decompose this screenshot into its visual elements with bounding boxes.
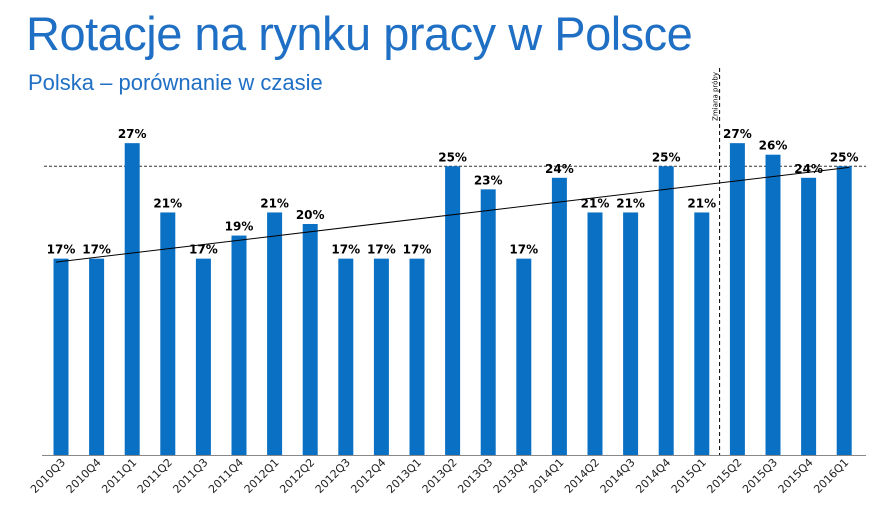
bar-2016Q1 bbox=[836, 166, 852, 455]
trendline bbox=[55, 166, 850, 263]
data-label-2013Q4: 17% bbox=[509, 243, 538, 257]
bar-2013Q1 bbox=[409, 258, 425, 455]
chart-title: Rotacje na rynku pracy w Polsce bbox=[26, 7, 693, 60]
data-label-2010Q4: 17% bbox=[82, 243, 111, 257]
x-tick-label-2012Q3: 2012Q3 bbox=[313, 456, 353, 496]
x-tick-label-2013Q1: 2013Q1 bbox=[384, 456, 424, 496]
x-tick-label-2015Q4: 2015Q4 bbox=[776, 456, 816, 496]
data-label-2012Q1: 21% bbox=[260, 196, 289, 210]
sample-change-annotation: Zmiana próby bbox=[712, 72, 720, 121]
data-label-2011Q1: 27% bbox=[118, 127, 147, 141]
bar-2013Q4 bbox=[516, 258, 532, 455]
data-label-2014Q4: 25% bbox=[652, 150, 681, 164]
x-tick-labels-group: 2010Q32010Q42011Q12011Q22011Q32011Q42012… bbox=[28, 456, 851, 496]
data-label-2011Q4: 19% bbox=[225, 220, 254, 234]
bar-2011Q2 bbox=[160, 212, 176, 455]
x-tick-label-2013Q3: 2013Q3 bbox=[455, 456, 495, 496]
x-tick-label-2011Q1: 2011Q1 bbox=[99, 456, 139, 496]
data-label-2013Q2: 25% bbox=[438, 150, 467, 164]
data-label-2013Q3: 23% bbox=[474, 173, 503, 187]
bar-2011Q1 bbox=[124, 143, 140, 455]
data-label-2015Q1: 21% bbox=[687, 196, 716, 210]
data-label-2011Q2: 21% bbox=[153, 196, 182, 210]
data-label-2013Q1: 17% bbox=[403, 243, 432, 257]
x-tick-label-2015Q2: 2015Q2 bbox=[704, 456, 744, 496]
chart-subtitle: Polska – porównanie w czasie bbox=[28, 70, 323, 95]
bar-2011Q4 bbox=[231, 235, 247, 455]
bar-2012Q1 bbox=[267, 212, 283, 455]
x-tick-label-2013Q2: 2013Q2 bbox=[420, 456, 460, 496]
x-tick-label-2015Q3: 2015Q3 bbox=[740, 456, 780, 496]
bar-2012Q4 bbox=[373, 258, 389, 455]
bar-2015Q4 bbox=[801, 177, 817, 456]
bar-2014Q2 bbox=[587, 212, 603, 455]
x-tick-label-2011Q2: 2011Q2 bbox=[135, 456, 175, 496]
data-label-2014Q3: 21% bbox=[616, 196, 645, 210]
bar-2015Q3 bbox=[765, 154, 781, 455]
x-tick-label-2010Q3: 2010Q3 bbox=[28, 456, 68, 496]
bar-2014Q4 bbox=[658, 166, 674, 455]
data-label-2010Q3: 17% bbox=[47, 243, 76, 257]
bar-2015Q2 bbox=[729, 143, 745, 455]
bar-2011Q3 bbox=[195, 258, 211, 455]
x-tick-label-2014Q2: 2014Q2 bbox=[562, 456, 602, 496]
bars-group bbox=[53, 143, 852, 456]
x-tick-label-2011Q3: 2011Q3 bbox=[170, 456, 210, 496]
data-label-2015Q4: 24% bbox=[794, 162, 823, 176]
x-tick-label-2010Q4: 2010Q4 bbox=[64, 456, 104, 496]
bar-2013Q3 bbox=[480, 189, 496, 455]
x-tick-label-2012Q2: 2012Q2 bbox=[277, 456, 317, 496]
data-label-2012Q3: 17% bbox=[331, 243, 360, 257]
data-label-2014Q1: 24% bbox=[545, 162, 574, 176]
x-tick-label-2011Q4: 2011Q4 bbox=[206, 456, 246, 496]
x-tick-label-2012Q4: 2012Q4 bbox=[348, 456, 388, 496]
bar-2010Q4 bbox=[89, 258, 105, 455]
x-tick-label-2014Q3: 2014Q3 bbox=[598, 456, 638, 496]
data-label-2016Q1: 25% bbox=[830, 150, 859, 164]
bar-2013Q2 bbox=[445, 166, 461, 455]
x-tick-label-2013Q4: 2013Q4 bbox=[491, 456, 531, 496]
bar-2012Q2 bbox=[302, 224, 318, 455]
data-label-2015Q3: 26% bbox=[759, 139, 788, 153]
x-tick-label-2012Q1: 2012Q1 bbox=[242, 456, 282, 496]
bar-2010Q3 bbox=[53, 258, 69, 455]
data-labels-group: 17% 17% 27% 21% 17% 19% 21% 20% 17% 17% 17% 25% 23% 1… bbox=[47, 127, 859, 257]
x-tick-label-2015Q1: 2015Q1 bbox=[669, 456, 709, 496]
bar-2012Q3 bbox=[338, 258, 354, 455]
x-tick-label-2014Q1: 2014Q1 bbox=[526, 456, 566, 496]
bar-2014Q1 bbox=[551, 177, 567, 456]
x-tick-label-2016Q1: 2016Q1 bbox=[811, 456, 851, 496]
data-label-2011Q3: 17% bbox=[189, 243, 218, 257]
bar-2015Q1 bbox=[694, 212, 710, 455]
data-label-2012Q4: 17% bbox=[367, 243, 396, 257]
data-label-2012Q2: 20% bbox=[296, 208, 325, 222]
x-tick-label-2014Q4: 2014Q4 bbox=[633, 456, 673, 496]
data-label-2014Q2: 21% bbox=[581, 196, 610, 210]
data-label-2015Q2: 27% bbox=[723, 127, 752, 141]
bar-2014Q3 bbox=[623, 212, 639, 455]
